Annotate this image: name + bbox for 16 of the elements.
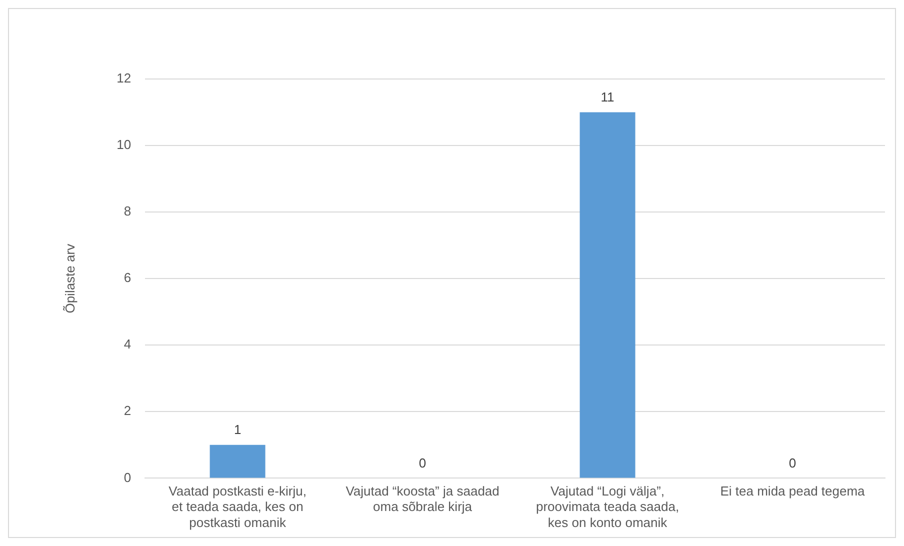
- x-tick-label: Vajutad “koosta” ja saadad oma sõbrale kirja: [346, 484, 500, 514]
- y-tick-label: 8: [124, 204, 132, 219]
- y-tick-label: 12: [116, 70, 132, 86]
- data-label: 11: [600, 89, 614, 104]
- y-tick-label: 6: [124, 270, 132, 286]
- y-tick-label: 0: [124, 470, 132, 485]
- y-axis-title: Õpilaste arv: [62, 243, 78, 314]
- data-label: 0: [788, 455, 796, 470]
- x-tick-label: Ei tea mida pead tegema: [720, 484, 866, 499]
- y-tick-label: 4: [124, 336, 132, 352]
- y-tick-label: 10: [116, 137, 132, 152]
- x-tick-label: Vajutad “Logi välja”, proovimata teada saada, kes on konto omanik: [536, 484, 680, 530]
- x-tick-label: Vaatad postkasti e-kirju, et teada saada, kes on postkasti omanik: [168, 484, 306, 530]
- data-label: 1: [234, 422, 242, 438]
- data-label: 0: [418, 455, 426, 470]
- y-tick-label: 2: [124, 403, 132, 418]
